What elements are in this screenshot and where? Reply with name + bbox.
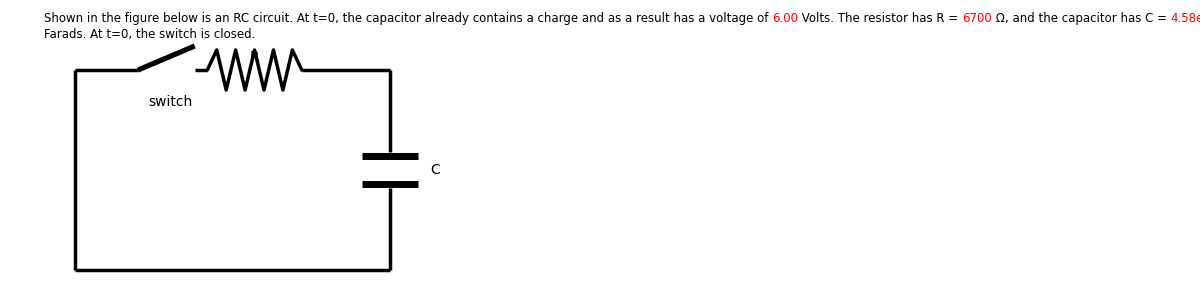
Text: 6.00: 6.00 — [772, 12, 798, 25]
Text: C: C — [430, 163, 439, 177]
Text: switch: switch — [148, 95, 192, 109]
Text: R: R — [250, 50, 259, 64]
Text: 6700: 6700 — [962, 12, 991, 25]
Text: Shown in the figure below is an RC circuit. At t=0, the capacitor already contai: Shown in the figure below is an RC circu… — [44, 12, 772, 25]
Text: , and the capacitor has C =: , and the capacitor has C = — [1004, 12, 1170, 25]
Text: Volts. The resistor has R =: Volts. The resistor has R = — [798, 12, 962, 25]
Text: Ω: Ω — [991, 12, 1004, 25]
Text: 4.58e-06: 4.58e-06 — [1170, 12, 1200, 25]
Text: Farads. At t=0, the switch is closed.: Farads. At t=0, the switch is closed. — [44, 28, 256, 41]
